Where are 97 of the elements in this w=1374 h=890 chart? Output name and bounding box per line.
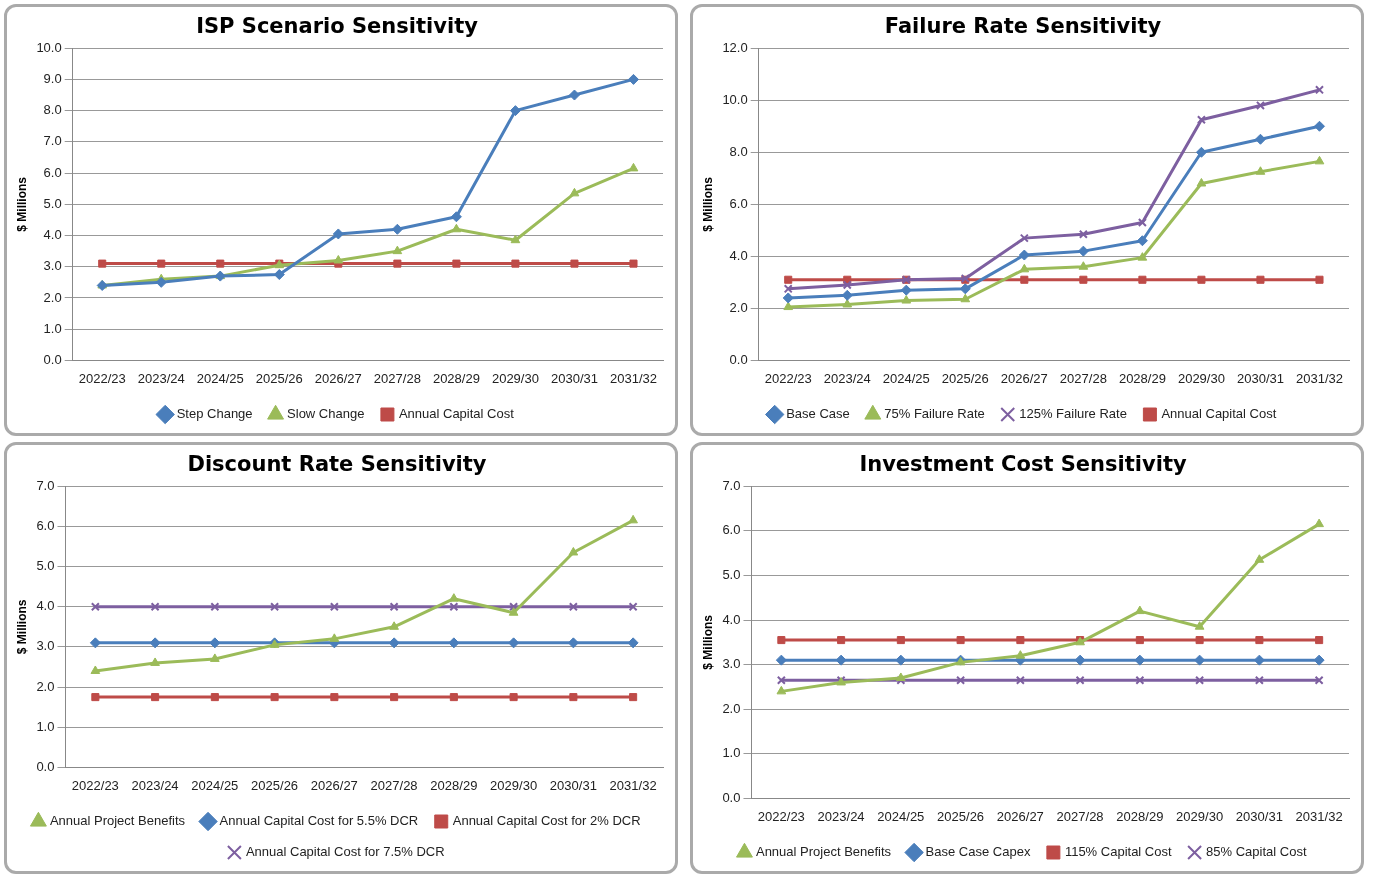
y-tick-label: 1.0 xyxy=(43,320,62,336)
x-tick-label: 2029/30 xyxy=(491,370,539,386)
x-tick-label: 2029/30 xyxy=(1176,808,1224,824)
y-tick-label: 4.0 xyxy=(43,227,62,243)
x-tick-label: 2025/26 xyxy=(941,370,989,386)
y-tick-label: 7.0 xyxy=(36,477,55,493)
y-tick-label: 4.0 xyxy=(729,247,748,263)
y-tick-label: 3.0 xyxy=(43,258,62,274)
x-tick-label: 2031/32 xyxy=(1295,808,1343,824)
y-tick-label: 6.0 xyxy=(729,195,748,211)
x-tick-label: 2023/24 xyxy=(817,808,865,824)
chart-title: Discount Rate Sensitivity xyxy=(187,452,487,477)
x-tick-label: 2028/29 xyxy=(1116,808,1164,824)
y-tick-label: 5.0 xyxy=(722,566,741,582)
x-tick-label: 2030/31 xyxy=(1236,370,1284,386)
x-tick-label: 2029/30 xyxy=(1177,370,1225,386)
legend-label: Step Change xyxy=(176,406,253,422)
y-tick-label: 7.0 xyxy=(722,477,741,493)
legend-label: Slow Change xyxy=(287,406,365,422)
y-axis-title: $ Millions xyxy=(14,599,29,655)
x-tick-label: 2023/24 xyxy=(137,370,185,386)
legend-label: 115% Capital Cost xyxy=(1064,844,1172,860)
y-tick-label: 10.0 xyxy=(722,91,748,107)
y-axis-title: $ Millions xyxy=(700,176,715,232)
legend-label: Base Case xyxy=(786,406,850,422)
x-tick-label: 2027/28 xyxy=(373,370,421,386)
x-tick-label: 2027/28 xyxy=(1056,808,1104,824)
x-tick-label: 2027/28 xyxy=(1059,370,1107,386)
x-tick-label: 2027/28 xyxy=(370,777,418,793)
x-tick-label: 2026/27 xyxy=(314,370,362,386)
x-tick-label: 2031/32 xyxy=(609,777,657,793)
x-tick-label: 2022/23 xyxy=(78,370,126,386)
x-tick-label: 2023/24 xyxy=(823,370,871,386)
y-tick-label: 7.0 xyxy=(43,133,62,149)
y-tick-label: 3.0 xyxy=(722,656,741,672)
chart-title: ISP Scenario Sensitivity xyxy=(196,14,479,39)
x-tick-label: 2025/26 xyxy=(251,777,299,793)
y-tick-label: 9.0 xyxy=(43,71,62,86)
x-tick-label: 2031/32 xyxy=(1295,370,1343,386)
y-tick-label: 5.0 xyxy=(43,195,62,211)
x-tick-label: 2031/32 xyxy=(609,370,657,386)
legend-label: Annual Capital Cost for 5.5% DCR xyxy=(219,813,419,829)
legend-label: Annual Project Benefits xyxy=(49,813,186,829)
legend-label: Annual Capital Cost for 7.5% DCR xyxy=(245,844,445,860)
y-tick-label: 4.0 xyxy=(36,598,55,614)
y-tick-label: 12.0 xyxy=(722,39,748,55)
y-axis-title: $ Millions xyxy=(14,176,29,232)
x-tick-label: 2026/27 xyxy=(1000,370,1048,386)
chart-title: Failure Rate Sensitivity xyxy=(884,14,1162,39)
legend-label: 85% Capital Cost xyxy=(1206,844,1307,860)
legend-label: Annual Project Benefits xyxy=(755,844,892,860)
x-tick-label: 2028/29 xyxy=(432,370,480,386)
legend-label: Annual Capital Cost xyxy=(398,406,515,422)
y-tick-label: 2.0 xyxy=(43,289,62,305)
x-tick-label: 2030/31 xyxy=(549,777,597,793)
legend-label: Annual Capital Cost xyxy=(1161,406,1277,422)
legend-label: Annual Capital Cost for 2% DCR xyxy=(452,813,641,829)
y-tick-label: 0.0 xyxy=(729,351,748,367)
y-tick-label: 0.0 xyxy=(36,758,55,774)
legend-label: 75% Failure Rate xyxy=(884,406,985,422)
x-tick-label: 2024/25 xyxy=(877,808,925,824)
y-tick-label: 0.0 xyxy=(43,351,62,367)
x-tick-label: 2024/25 xyxy=(882,370,930,386)
legend-label: 125% Failure Rate xyxy=(1019,406,1127,422)
x-tick-label: 2023/24 xyxy=(131,777,179,793)
x-tick-label: 2030/31 xyxy=(1235,808,1283,824)
x-tick-label: 2026/27 xyxy=(996,808,1044,824)
y-tick-label: 1.0 xyxy=(36,718,55,734)
y-tick-label: 10.0 xyxy=(36,39,62,55)
y-tick-label: 8.0 xyxy=(729,143,748,159)
y-tick-label: 2.0 xyxy=(36,678,55,694)
x-tick-label: 2022/23 xyxy=(764,370,812,386)
y-tick-label: 0.0 xyxy=(722,789,741,805)
y-tick-label: 2.0 xyxy=(722,700,741,716)
legend-label: Base Case Capex xyxy=(925,844,1031,860)
y-tick-label: 4.0 xyxy=(722,611,741,627)
x-tick-label: 2030/31 xyxy=(550,370,598,386)
y-tick-label: 8.0 xyxy=(43,102,62,118)
x-tick-label: 2025/26 xyxy=(937,808,985,824)
x-tick-label: 2022/23 xyxy=(71,777,119,793)
x-tick-label: 2026/27 xyxy=(310,777,358,793)
chart-title: Investment Cost Sensitivity xyxy=(859,452,1187,477)
x-tick-label: 2028/29 xyxy=(430,777,478,793)
y-axis-title: $ Millions xyxy=(700,614,715,670)
x-tick-label: 2024/25 xyxy=(196,370,244,386)
y-tick-label: 6.0 xyxy=(722,522,741,538)
x-tick-label: 2024/25 xyxy=(191,777,239,793)
x-tick-label: 2025/26 xyxy=(255,370,303,386)
x-tick-label: 2028/29 xyxy=(1118,370,1166,386)
y-tick-label: 2.0 xyxy=(729,299,748,315)
y-tick-label: 6.0 xyxy=(36,517,55,533)
y-tick-label: 5.0 xyxy=(36,558,55,574)
y-tick-label: 1.0 xyxy=(722,745,741,761)
x-tick-label: 2022/23 xyxy=(757,808,805,824)
y-tick-label: 3.0 xyxy=(36,638,55,654)
x-tick-label: 2029/30 xyxy=(490,777,538,793)
y-tick-label: 6.0 xyxy=(43,164,62,180)
